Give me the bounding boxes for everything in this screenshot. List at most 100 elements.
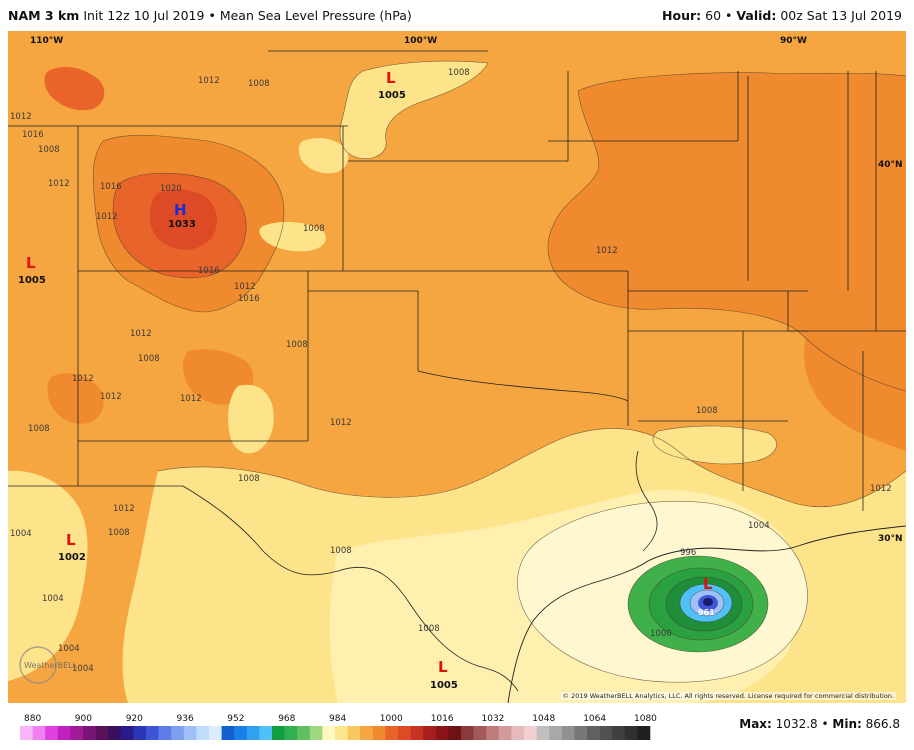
colorbar-cell xyxy=(574,726,588,740)
colorbar-tick-label: 968 xyxy=(278,714,295,724)
colorbar-tick-labels: 880 900 920 936 952 968 984 1000 1016 1032 1048 106… xyxy=(24,714,657,724)
colorbar-cell xyxy=(158,726,172,740)
colorbar-tick-label: 1064 xyxy=(583,714,606,724)
isobar-label: 1012 xyxy=(870,484,892,494)
colorbar-cell xyxy=(133,726,147,740)
isobar-label: 1016 xyxy=(22,130,44,140)
state-borders xyxy=(8,50,906,692)
isobar-label: 1004 xyxy=(748,521,770,531)
isobar-label: 1012 xyxy=(198,76,220,86)
colorbar-cell xyxy=(637,726,651,740)
colorbar-cell xyxy=(423,726,437,740)
isobar-label: 1012 xyxy=(48,179,70,189)
hour-value: 60 xyxy=(705,8,722,23)
colorbar-cell xyxy=(259,726,273,740)
colorbar-cell xyxy=(95,726,109,740)
logo-text: WeatherBELL xyxy=(24,661,78,670)
colorbar-tick-label: 1032 xyxy=(482,714,505,724)
isobar-label: 1004 xyxy=(58,644,80,654)
field-1016-az xyxy=(47,373,104,424)
colorbar-cell xyxy=(347,726,361,740)
colorbar-cell xyxy=(511,726,525,740)
isobar-label: 1012 xyxy=(330,418,352,428)
colorbar-cell xyxy=(486,726,500,740)
colorbar-cell xyxy=(473,726,487,740)
field-1008-sd xyxy=(340,61,488,159)
colorbar-cell xyxy=(20,726,33,740)
field-1008-co xyxy=(259,221,326,252)
colorbar-cell xyxy=(183,726,197,740)
colorbar-tick-label: 920 xyxy=(126,714,143,724)
colorbar-cell xyxy=(171,726,185,740)
isobar-label: 1008 xyxy=(138,354,160,364)
colorbar-cell xyxy=(284,726,298,740)
isobar-label: 1008 xyxy=(696,406,718,416)
valid-time-block: Hour: 60 • Valid: 00z Sat 13 Jul 2019 xyxy=(662,8,902,23)
colorbar-tick-label: 880 xyxy=(24,714,41,724)
colorbar-cell xyxy=(246,726,260,740)
isobar-label: 996 xyxy=(680,548,696,558)
colorbar-cell xyxy=(196,726,210,740)
isobar-label: 1008 xyxy=(28,424,50,434)
field-1008-se xyxy=(653,425,777,464)
isobar-label: 1008 xyxy=(108,528,130,538)
isobar-label: 1012 xyxy=(72,374,94,384)
colorbar-tick-label: 952 xyxy=(227,714,244,724)
colorbar-cell xyxy=(561,726,575,740)
model-name: NAM 3 km xyxy=(8,8,80,23)
valid-separator: • xyxy=(725,8,733,23)
copyright-notice: © 2019 WeatherBELL Analytics, LLC. All r… xyxy=(560,692,896,700)
low-pressure-symbol: L xyxy=(66,531,76,549)
colorbar-tick-label: 1080 xyxy=(634,714,657,724)
pressure-map: 110°W 100°W 90°W 40°N 30°N 1012 1012 101… xyxy=(8,31,906,703)
isobar-label: 1012 xyxy=(10,112,32,122)
colorbar-cell xyxy=(372,726,386,740)
colorbar-tick-label: 900 xyxy=(75,714,92,724)
isobar-label: 1000 xyxy=(650,629,672,639)
isobar-label: 1016 xyxy=(100,182,122,192)
field-1024-rockies xyxy=(149,189,218,250)
colorbar-cell xyxy=(549,726,563,740)
title-separator: • xyxy=(208,8,216,23)
isobar-labels: 1012 1012 1016 1008 1008 1012 1016 1020 … xyxy=(10,68,892,674)
isobar-label: 1008 xyxy=(303,224,325,234)
colorbar-cell xyxy=(221,726,235,740)
colorbar-cell xyxy=(297,726,311,740)
isobar-label: 1012 xyxy=(113,504,135,514)
isobar-lines xyxy=(92,60,906,683)
isobar-label: 1008 xyxy=(330,546,352,556)
colorbar-cell xyxy=(83,726,96,740)
isobar-label: 1008 xyxy=(448,68,470,78)
isobar-label: 1012 xyxy=(100,392,122,402)
isobar-label: 1008 xyxy=(238,474,260,484)
colorbar-cell xyxy=(612,726,626,740)
colorbar-cell xyxy=(410,726,424,740)
hurricane-low-symbol: L xyxy=(703,575,713,593)
isobar-label: 1020 xyxy=(160,184,182,194)
colorbar-cell xyxy=(108,726,122,740)
hurricane-low-value: 961 xyxy=(698,608,715,617)
colorbar-tick-label: 936 xyxy=(177,714,194,724)
colorbar-cell xyxy=(498,726,512,740)
colorbar-cell xyxy=(209,726,222,740)
isobar-label: 1016 xyxy=(198,266,220,276)
weatherbell-logo: WeatherBELL xyxy=(19,646,78,684)
low-pressure-value: 1005 xyxy=(18,275,46,286)
valid-value: 00z Sat 13 Jul 2019 xyxy=(780,8,902,23)
field-1008-nm xyxy=(228,384,274,454)
isobar-label: 1012 xyxy=(130,329,152,339)
field-stats: Max: 1032.8 • Min: 866.8 xyxy=(739,717,900,731)
field-1016-plains xyxy=(548,72,906,391)
colorbar-cell xyxy=(272,726,285,740)
isobar-label: 1008 xyxy=(286,340,308,350)
colorbar-cell xyxy=(322,726,336,740)
colorbar-cell xyxy=(599,726,613,740)
isobar-label: 1008 xyxy=(248,79,270,89)
colorbar-cell xyxy=(524,726,537,740)
colorbar-cells xyxy=(20,726,651,740)
colorbar-cell xyxy=(624,726,638,740)
pressure-colorbar: 880 900 920 936 952 968 984 1000 1016 1032 1048 106… xyxy=(20,714,657,740)
low-pressure-value: 1005 xyxy=(430,680,458,691)
min-value: 866.8 xyxy=(865,717,900,731)
valid-label: Valid: xyxy=(736,8,777,23)
